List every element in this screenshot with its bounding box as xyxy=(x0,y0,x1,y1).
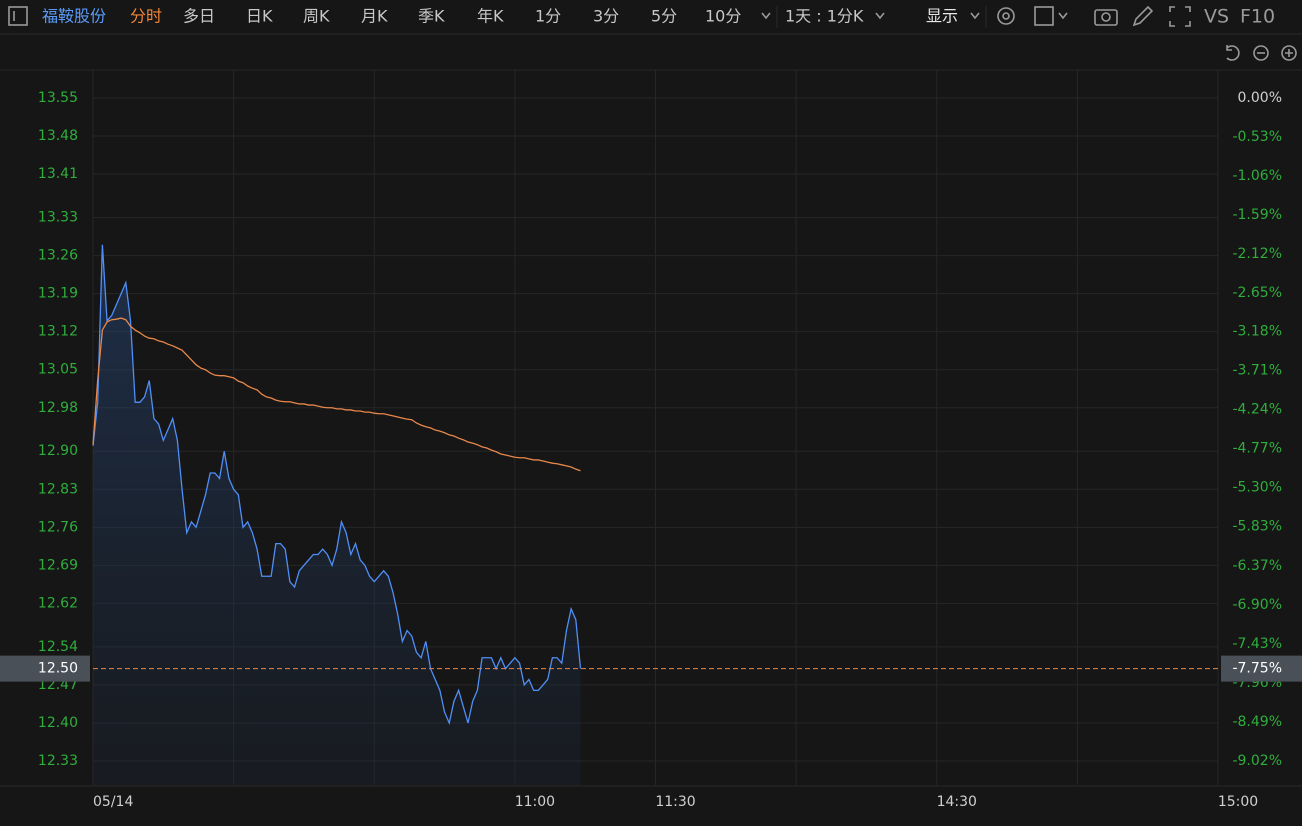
y2-tick-label: -1.06% xyxy=(1232,168,1282,184)
x-tick-label: 15:00 xyxy=(1218,794,1258,810)
y-tick-label: 13.12 xyxy=(38,324,78,340)
period-active[interactable]: 分时 xyxy=(130,7,162,26)
x-tick-label: 14:30 xyxy=(937,794,977,810)
display-menu[interactable]: 显示 xyxy=(926,7,958,26)
settings-icon-core xyxy=(1002,12,1010,20)
y2-tick-label: -2.65% xyxy=(1232,285,1282,301)
pencil-icon[interactable] xyxy=(1132,5,1154,27)
chevron[interactable] xyxy=(761,12,771,20)
period[interactable]: 多日 xyxy=(183,7,215,26)
y2-tick-label: -3.71% xyxy=(1232,363,1282,379)
y-tick-label: 13.55 xyxy=(38,90,78,106)
chevron[interactable] xyxy=(875,12,885,20)
y2-tick-label: -5.83% xyxy=(1232,519,1282,535)
chevron[interactable] xyxy=(970,12,980,20)
y-tick-label: 12.69 xyxy=(38,557,78,573)
zoom-out-icon[interactable] xyxy=(1253,45,1269,61)
y-tick-label: 13.26 xyxy=(38,248,78,264)
y-tick-label: 12.33 xyxy=(38,753,78,769)
f10-button[interactable]: F10 xyxy=(1240,6,1275,28)
period[interactable]: 年K xyxy=(477,7,504,26)
zoom-in-icon[interactable] xyxy=(1281,45,1297,61)
y2-tick-label: -4.77% xyxy=(1232,441,1282,457)
y2-tick-label: -6.90% xyxy=(1232,597,1282,613)
y-tick-label: 12.76 xyxy=(38,519,78,535)
vs-button[interactable]: VS xyxy=(1204,6,1229,28)
fullscreen-icon[interactable] xyxy=(1169,6,1191,27)
x-tick-label: 11:00 xyxy=(515,794,555,810)
current-price-label: 12.50 xyxy=(38,661,78,677)
y-tick-label: 12.62 xyxy=(38,595,78,611)
layout-icon[interactable] xyxy=(1034,6,1054,26)
y2-tick-label: -4.24% xyxy=(1232,402,1282,418)
period[interactable]: 周K xyxy=(303,7,330,26)
y-tick-label: 12.98 xyxy=(38,400,78,416)
price-area xyxy=(93,244,581,786)
y-tick-label: 13.19 xyxy=(38,286,78,302)
range-select[interactable]: 1天 : 1分K xyxy=(785,7,864,26)
period[interactable]: 3分 xyxy=(593,7,619,26)
y-tick-label: 12.40 xyxy=(38,715,78,731)
y2-tick-label: -1.59% xyxy=(1232,207,1282,223)
y-tick-label: 13.41 xyxy=(38,166,78,182)
y-tick-label: 12.83 xyxy=(38,481,78,497)
y2-tick-label: -2.12% xyxy=(1232,246,1282,262)
period[interactable]: 季K xyxy=(418,7,445,26)
y2-tick-label: -8.49% xyxy=(1232,714,1282,730)
sidebar-toggle[interactable] xyxy=(8,6,28,26)
period[interactable]: 10分 xyxy=(705,7,741,26)
current-price-box xyxy=(0,655,90,682)
y2-tick-label: -5.30% xyxy=(1232,480,1282,496)
y2-tick-label: -7.43% xyxy=(1232,636,1282,652)
average-line xyxy=(92,317,581,472)
y-tick-label: 13.05 xyxy=(38,362,78,378)
zoom-in-plus xyxy=(1285,49,1293,57)
period[interactable]: 1分 xyxy=(535,7,561,26)
y-tick-label: 13.48 xyxy=(38,128,78,144)
y2-tick-label: -6.37% xyxy=(1232,558,1282,574)
y-tick-label: 12.90 xyxy=(38,443,78,459)
y2-tick-label: 0.00% xyxy=(1238,90,1282,106)
x-tick-label: 11:30 xyxy=(655,794,695,810)
y-tick-label: 12.54 xyxy=(38,639,78,655)
x-tick-label: 05/14 xyxy=(93,794,133,810)
camera-icon[interactable] xyxy=(1094,9,1118,26)
y2-tick-label: -9.02% xyxy=(1232,753,1282,769)
price-line xyxy=(92,244,582,726)
period[interactable]: 日K xyxy=(246,7,273,26)
stock-name[interactable]: 福鞍股份 xyxy=(42,7,106,26)
current-pct-box xyxy=(1221,655,1302,682)
period[interactable]: 月K xyxy=(361,7,388,26)
settings-icon[interactable] xyxy=(997,7,1015,25)
chevron[interactable] xyxy=(1058,12,1068,20)
reset-icon[interactable] xyxy=(1226,45,1240,61)
y2-tick-label: -0.53% xyxy=(1232,129,1282,145)
period[interactable]: 5分 xyxy=(651,7,677,26)
current-pct-label: -7.75% xyxy=(1232,661,1282,677)
camera-lens xyxy=(1101,12,1111,22)
y-tick-label: 13.33 xyxy=(38,210,78,226)
y2-tick-label: -3.18% xyxy=(1232,324,1282,340)
